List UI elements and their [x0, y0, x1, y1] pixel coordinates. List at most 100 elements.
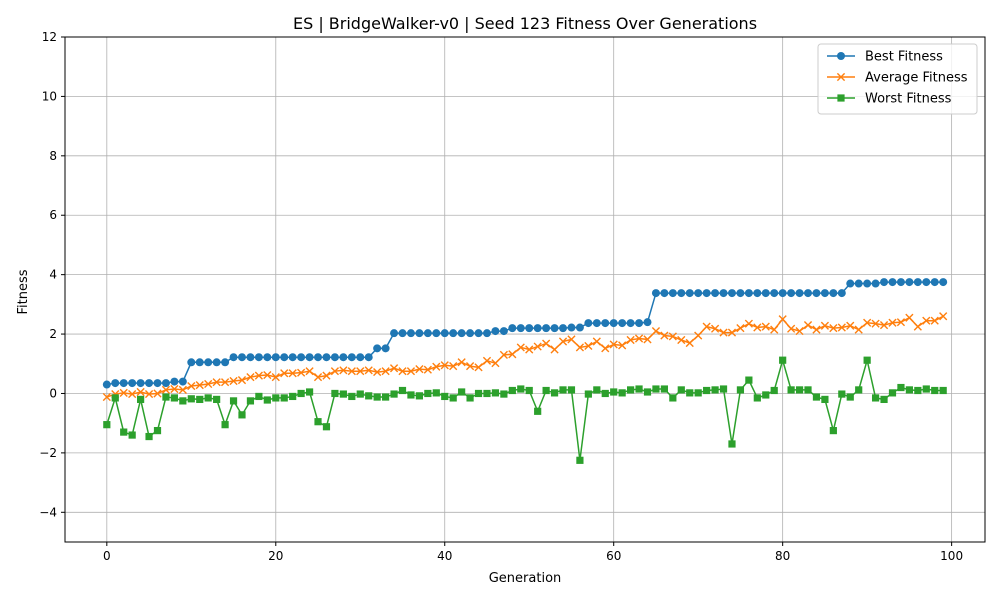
data-point	[533, 324, 542, 333]
data-point	[322, 423, 331, 431]
x-tick-label: 100	[940, 549, 963, 563]
data-point	[483, 389, 491, 398]
data-point	[575, 343, 585, 352]
data-point	[465, 362, 475, 371]
data-point	[643, 318, 652, 327]
data-point	[271, 353, 280, 362]
data-point	[770, 289, 779, 298]
data-point	[102, 392, 111, 402]
data-point	[931, 386, 939, 395]
data-point	[263, 353, 272, 362]
data-point	[669, 394, 677, 402]
data-point	[795, 386, 804, 394]
data-point	[820, 321, 830, 330]
data-point	[482, 329, 491, 338]
data-point	[246, 353, 255, 362]
data-point	[855, 386, 863, 394]
data-point	[829, 324, 838, 333]
data-point	[314, 418, 322, 426]
data-point	[922, 278, 931, 287]
data-point	[179, 397, 187, 405]
data-point	[635, 385, 643, 393]
data-point	[491, 327, 500, 336]
data-point	[711, 386, 719, 394]
data-point	[575, 323, 584, 332]
data-point	[373, 367, 382, 377]
data-point	[457, 358, 466, 367]
data-point	[330, 367, 340, 376]
data-point	[896, 278, 905, 287]
data-point	[677, 386, 685, 394]
data-point	[779, 356, 787, 364]
data-point	[846, 279, 855, 288]
data-point	[474, 389, 483, 398]
data-point	[787, 289, 796, 298]
data-point	[373, 393, 381, 401]
data-point	[162, 393, 170, 401]
data-point	[761, 322, 770, 331]
y-tick-label: 2	[49, 327, 57, 341]
data-point	[221, 358, 230, 367]
data-point	[440, 361, 449, 370]
data-point	[677, 335, 686, 345]
data-point	[643, 388, 652, 396]
data-point	[728, 440, 736, 448]
data-point	[584, 390, 592, 398]
data-point	[542, 339, 551, 348]
data-point	[871, 319, 880, 328]
legend-box	[817, 43, 978, 115]
data-point	[288, 369, 297, 378]
data-point	[939, 312, 948, 321]
data-point	[939, 278, 948, 287]
data-point	[685, 289, 694, 298]
data-point	[229, 397, 238, 405]
y-tick-label: −4	[39, 505, 57, 519]
data-point	[812, 325, 821, 334]
data-point	[136, 387, 145, 397]
data-point	[128, 389, 137, 399]
data-point	[499, 327, 508, 336]
data-point	[634, 334, 644, 343]
data-point	[297, 389, 305, 398]
data-point	[660, 385, 668, 393]
data-point	[398, 367, 407, 376]
data-point	[677, 289, 686, 298]
data-point	[339, 353, 348, 362]
data-point	[516, 343, 525, 352]
data-point	[195, 381, 204, 390]
data-point	[601, 344, 610, 353]
x-tick-label: 0	[103, 549, 111, 563]
data-point	[778, 315, 787, 324]
ticks: 0 20 40 60 80 100 −4 −2 0 2 4 6 8 10 12	[39, 30, 963, 563]
y-axis-label: Fitness	[16, 269, 31, 314]
data-point	[432, 329, 441, 338]
data-point	[618, 319, 627, 328]
data-point	[356, 390, 364, 398]
data-point	[246, 397, 255, 405]
data-point	[356, 367, 365, 376]
data-point	[854, 279, 863, 288]
data-point	[364, 353, 373, 362]
data-point	[491, 389, 500, 397]
data-point	[930, 278, 939, 287]
data-point	[221, 421, 229, 429]
data-point	[871, 279, 880, 288]
data-point	[761, 289, 770, 298]
data-point	[702, 289, 711, 298]
data-point	[635, 319, 644, 328]
data-point	[930, 316, 939, 325]
data-point	[939, 386, 947, 395]
data-point	[703, 386, 711, 395]
data-point	[288, 353, 297, 362]
axes	[64, 36, 986, 543]
data-point	[153, 379, 162, 388]
data-point	[922, 385, 930, 393]
data-point	[449, 362, 458, 371]
data-point	[137, 395, 145, 404]
data-point	[880, 278, 889, 287]
data-point	[753, 289, 762, 298]
data-point	[305, 388, 314, 396]
data-point	[812, 393, 821, 401]
data-point	[863, 318, 872, 327]
